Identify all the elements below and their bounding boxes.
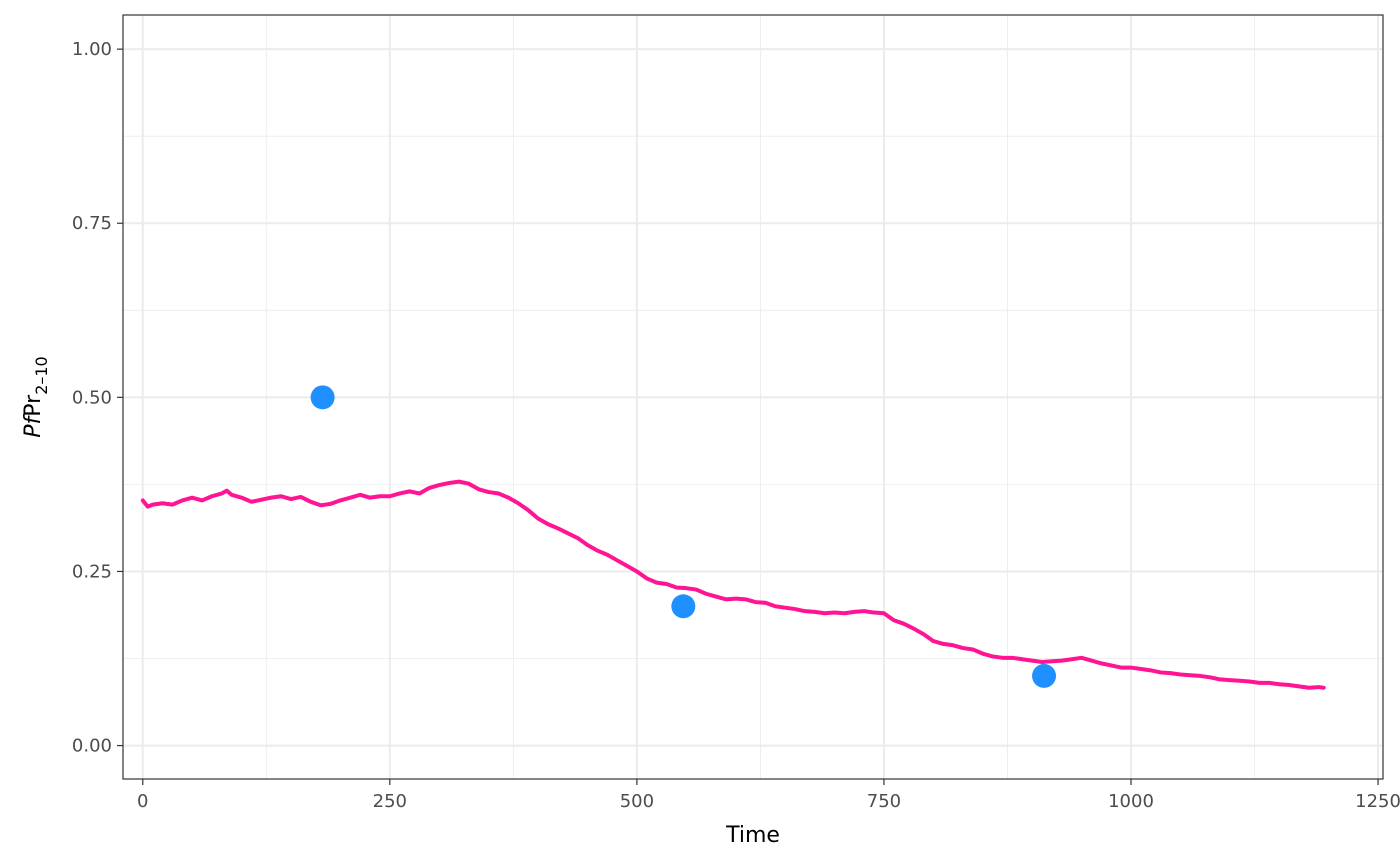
y-tick-label: 0.50 [72,387,112,408]
y-tick-label: 0.75 [72,213,112,234]
scatter-point [671,594,696,619]
x-axis-title: Time [725,823,780,848]
y-tick-label: 0.00 [72,736,112,757]
x-tick-label: 0 [137,791,148,812]
y-axis-title-base: Pr [21,394,46,417]
x-tick-label: 1250 [1355,791,1400,812]
major-gridlines [123,15,1383,779]
x-tick-label: 250 [373,791,407,812]
y-tick-label: 1.00 [72,39,112,60]
scatter-point [1032,663,1057,688]
x-tick-label: 750 [867,791,901,812]
y-axis-title-italic: Pf [21,413,46,437]
y-axis: 0.00 0.25 0.50 0.75 1.00 [72,39,123,757]
y-axis-title-subscript: 2–10 [32,356,51,395]
series-layer [140,385,1326,690]
x-tick-label: 1000 [1108,791,1154,812]
x-tick-label: 500 [620,791,654,812]
series-line [140,479,1326,690]
y-tick-label: 0.25 [72,561,112,582]
scatter-point [310,385,335,410]
x-axis: 0 250 500 750 1000 1250 [137,779,1400,812]
y-axis-title: PfPr2–10 [21,356,51,438]
